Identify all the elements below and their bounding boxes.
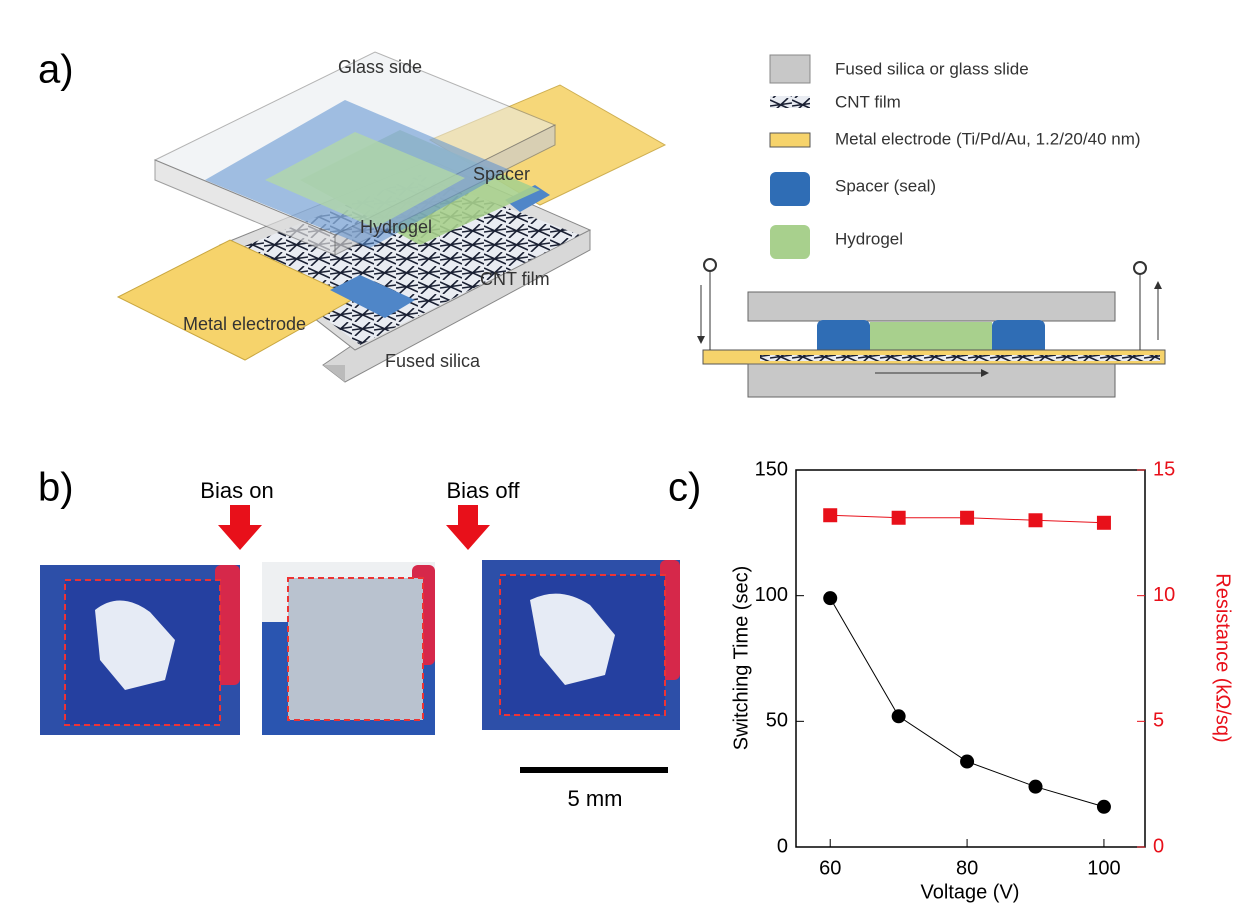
photo-label: Bias on xyxy=(200,478,273,503)
legend-swatch xyxy=(770,133,810,147)
data-point xyxy=(892,709,906,723)
panel-label: b) xyxy=(38,466,74,510)
x-tick-label: 60 xyxy=(819,857,841,879)
scale-bar xyxy=(520,767,668,773)
x-tick-label: 100 xyxy=(1087,857,1120,879)
panel-label: c) xyxy=(668,466,701,510)
legend-label: Hydrogel xyxy=(835,229,903,248)
panel-label: a) xyxy=(38,48,74,92)
data-point xyxy=(892,511,906,525)
series-line xyxy=(830,598,1104,807)
photo xyxy=(482,560,680,730)
diagram-label: CNT film xyxy=(480,269,550,289)
y-tick-label: 100 xyxy=(755,584,788,606)
y2-tick-label: 10 xyxy=(1153,584,1175,606)
legend-label: Metal electrode (Ti/Pd/Au, 1.2/20/40 nm) xyxy=(835,129,1141,148)
cross-section xyxy=(701,259,1165,397)
data-point xyxy=(1029,513,1043,527)
scale-label: 5 mm xyxy=(568,786,623,811)
y-axis-title: Switching Time (sec) xyxy=(730,566,752,751)
diagram-label: Glass side xyxy=(338,57,422,77)
photo xyxy=(262,562,435,735)
y-tick-label: 0 xyxy=(777,835,788,857)
data-point xyxy=(823,508,837,522)
y2-tick-label: 5 xyxy=(1153,710,1164,732)
y-tick-label: 150 xyxy=(755,458,788,480)
x-tick-label: 80 xyxy=(956,857,978,879)
legend-label: CNT film xyxy=(835,92,901,111)
diagram-label: Metal electrode xyxy=(183,314,306,334)
legend-swatch xyxy=(770,96,810,108)
data-point xyxy=(1029,780,1043,794)
diagram-label: Hydrogel xyxy=(360,217,432,237)
plot-frame xyxy=(796,470,1145,847)
data-point xyxy=(960,755,974,769)
data-point xyxy=(823,591,837,605)
data-point xyxy=(1097,800,1111,814)
photo xyxy=(40,565,240,735)
legend-swatch xyxy=(770,225,810,259)
x-axis-title: Voltage (V) xyxy=(921,881,1020,903)
arrow xyxy=(218,505,262,550)
y2-tick-label: 0 xyxy=(1153,835,1164,857)
y-tick-label: 50 xyxy=(766,710,788,732)
y2-tick-label: 15 xyxy=(1153,458,1175,480)
y2-axis-title: Resistance (kΩ/sq) xyxy=(1212,573,1234,742)
photo-label: Bias off xyxy=(447,478,521,503)
diagram-label: Spacer xyxy=(473,164,530,184)
arrow xyxy=(446,505,490,550)
figure: a) b) c) Glass side Spacer Hydrogel CNT … xyxy=(0,0,1245,911)
data-point xyxy=(1097,516,1111,530)
legend-label: Spacer (seal) xyxy=(835,176,936,195)
data-point xyxy=(960,511,974,525)
diagram-label: Fused silica xyxy=(385,351,481,371)
legend-swatch xyxy=(770,172,810,206)
legend-swatch xyxy=(770,55,810,83)
legend-label: Fused silica or glass slide xyxy=(835,59,1029,78)
